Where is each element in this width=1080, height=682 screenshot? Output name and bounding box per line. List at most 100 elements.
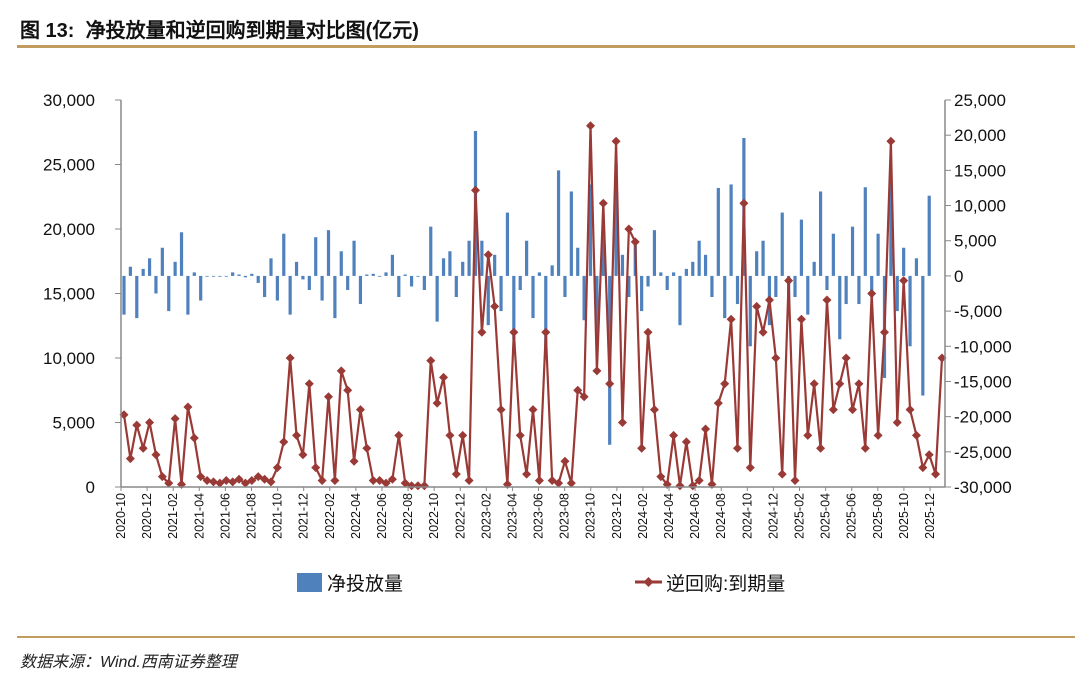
bar bbox=[799, 219, 804, 276]
chart-area: 0 5,000 10,000 15,000 20,000 25,000 30,000 -30,… bbox=[43, 91, 1012, 595]
right-tick-label: -10,000 bbox=[954, 337, 1012, 356]
bar bbox=[550, 265, 554, 276]
line-point bbox=[649, 405, 659, 415]
bar bbox=[346, 275, 350, 290]
chart-title: 图 13: 净投放量和逆回购到期量对比图(亿元) bbox=[20, 20, 419, 42]
line-point bbox=[483, 250, 493, 260]
bar bbox=[205, 275, 209, 277]
bar bbox=[697, 240, 701, 276]
line-point bbox=[771, 353, 781, 363]
line-point bbox=[534, 476, 544, 486]
line-point bbox=[132, 420, 142, 430]
line-point bbox=[733, 443, 742, 453]
bar bbox=[780, 212, 784, 276]
bar bbox=[307, 275, 311, 290]
bar bbox=[844, 275, 848, 305]
x-tick-label: 2021-12 bbox=[297, 493, 311, 539]
right-tick-label: -30,000 bbox=[954, 478, 1012, 497]
line-point bbox=[828, 405, 838, 415]
bar bbox=[748, 275, 752, 347]
line-point bbox=[298, 450, 308, 460]
bar bbox=[723, 275, 727, 319]
line-point bbox=[157, 472, 167, 482]
x-tick-label: 2021-06 bbox=[218, 493, 232, 539]
line-point bbox=[611, 136, 621, 146]
bar bbox=[154, 275, 158, 294]
bar bbox=[671, 272, 676, 276]
line-point bbox=[381, 478, 391, 488]
bar bbox=[710, 275, 714, 298]
bar bbox=[761, 240, 765, 276]
line-point bbox=[304, 379, 314, 389]
right-tick-label: 5,000 bbox=[954, 232, 997, 251]
legend-swatch-bars bbox=[297, 573, 322, 592]
bar bbox=[429, 226, 433, 276]
bar bbox=[588, 184, 593, 276]
bar bbox=[774, 275, 778, 298]
line-point bbox=[202, 476, 212, 486]
bar bbox=[256, 275, 260, 283]
bar bbox=[384, 272, 388, 276]
bar bbox=[288, 275, 292, 315]
bar bbox=[224, 275, 228, 277]
left-tick-label: 20,000 bbox=[43, 220, 95, 239]
bar bbox=[192, 272, 196, 276]
bar bbox=[403, 274, 407, 276]
x-tick-label: 2021-10 bbox=[271, 493, 285, 539]
bar bbox=[128, 266, 132, 276]
bar bbox=[493, 254, 497, 276]
line-point bbox=[598, 198, 608, 208]
line-point bbox=[758, 327, 768, 337]
line-point bbox=[879, 327, 889, 337]
bar bbox=[646, 275, 650, 287]
bar bbox=[250, 273, 254, 276]
left-tick-label: 25,000 bbox=[43, 156, 95, 175]
line-point bbox=[860, 443, 870, 453]
line-point bbox=[617, 418, 627, 427]
line-point bbox=[764, 295, 774, 305]
bar bbox=[537, 272, 541, 276]
x-tick-label: 2023-12 bbox=[610, 493, 624, 539]
line-point bbox=[445, 430, 455, 440]
line-point bbox=[407, 481, 417, 491]
x-tick-label: 2022-04 bbox=[349, 493, 363, 539]
x-tick-label: 2023-08 bbox=[558, 493, 572, 539]
line-point bbox=[777, 469, 787, 479]
line-point bbox=[554, 478, 564, 488]
bar bbox=[512, 275, 516, 340]
x-tick-label: 2022-02 bbox=[323, 493, 337, 539]
line-point bbox=[643, 327, 653, 337]
line-point bbox=[145, 418, 155, 427]
bar bbox=[684, 268, 688, 276]
line-point bbox=[560, 456, 570, 466]
line-point bbox=[669, 430, 679, 440]
line-point bbox=[138, 443, 148, 453]
bar bbox=[441, 258, 446, 276]
right-tick-label: -5,000 bbox=[954, 302, 1002, 321]
x-tick-label: 2024-02 bbox=[636, 493, 650, 539]
line-point bbox=[183, 402, 193, 412]
line-point bbox=[208, 477, 218, 487]
line-point bbox=[713, 398, 723, 408]
line-point bbox=[790, 476, 800, 486]
line-point bbox=[164, 478, 174, 488]
x-tick-label: 2025-12 bbox=[923, 493, 937, 539]
line-point bbox=[221, 476, 231, 486]
bar bbox=[135, 275, 139, 319]
line-point bbox=[605, 379, 615, 389]
line-point bbox=[675, 481, 685, 491]
line-point bbox=[451, 469, 461, 479]
bar bbox=[397, 275, 401, 298]
axes: 0 5,000 10,000 15,000 20,000 25,000 30,000 -30,… bbox=[43, 91, 1012, 539]
bar bbox=[716, 187, 720, 276]
x-tick-label: 2025-10 bbox=[897, 493, 911, 539]
line-point bbox=[515, 430, 525, 440]
line-point bbox=[464, 476, 474, 486]
line-point bbox=[151, 450, 161, 460]
bar bbox=[703, 254, 708, 276]
line-point bbox=[752, 301, 762, 311]
line-point bbox=[234, 474, 244, 484]
line-point bbox=[419, 481, 429, 491]
bar bbox=[563, 275, 567, 298]
bar bbox=[179, 232, 184, 276]
